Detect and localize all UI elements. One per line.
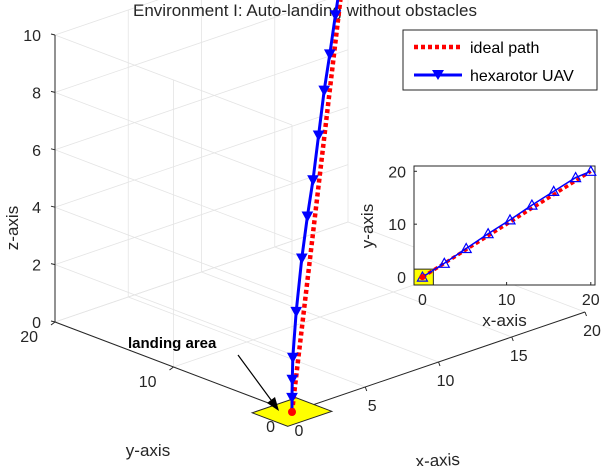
inset-y-tick-label-0: 0 <box>397 270 406 287</box>
inset-x-axis-label: x-axis <box>482 311 526 330</box>
uav-marker-7 <box>307 175 319 187</box>
z-tick-mark-2 <box>50 205 56 208</box>
backwall-grid-z-3 <box>54 49 349 151</box>
sidewall-grid-z-4 <box>54 92 293 183</box>
z-tick-mark-5 <box>50 33 56 36</box>
sidewall-grid-z-5 <box>54 34 293 126</box>
x-tick-label-0: 0 <box>295 423 304 440</box>
x-tick-label-3: 15 <box>510 348 528 365</box>
inset-y-tick-label-1: 10 <box>388 217 406 234</box>
backwall-grid-z-5 <box>54 0 159 36</box>
inset-uav-marker-7 <box>569 171 582 183</box>
legend-ideal-path-label: ideal path <box>470 40 539 57</box>
inset-uav-marker-2 <box>460 242 473 254</box>
x-tick-mark-4 <box>584 311 587 317</box>
sidewall-grid-z-2 <box>54 206 293 298</box>
legend-box <box>402 29 598 91</box>
uav-marker-2 <box>286 374 299 386</box>
backwall-grid-z-0 <box>54 221 349 323</box>
sidewall-grid-z-3 <box>54 149 293 241</box>
landing-area-arrowhead <box>267 397 279 411</box>
x-tick-label-2: 10 <box>437 373 455 390</box>
inset-y-tick-label-2: 20 <box>388 164 406 181</box>
z-tick-mark-1 <box>50 263 56 266</box>
uav-marker-8 <box>312 130 325 142</box>
z-tick-label-3: 6 <box>32 143 41 160</box>
x-tick-label-1: 5 <box>368 398 377 415</box>
uav-marker-10 <box>323 49 336 61</box>
chart-title: Environment I: Auto-landing without obst… <box>133 1 477 20</box>
y-tick-label-1: 10 <box>139 374 157 391</box>
legend-uav-swatch-marker <box>432 70 444 80</box>
z-tick-label-4: 8 <box>32 85 41 102</box>
inset-uav-marker-6 <box>547 185 560 196</box>
x-tick-mark-2 <box>438 361 441 367</box>
landing-area-label: landing area <box>128 335 217 352</box>
inset-uav-line <box>422 170 592 278</box>
y-axis-label: y-axis <box>126 441 170 460</box>
inset-axes: 0 10 20 0 10 20 x-axis y-axis <box>358 164 600 330</box>
backwall-grid-z-4 <box>54 0 327 93</box>
uav-marker-11 <box>329 10 342 22</box>
z-tick-mark-4 <box>50 90 56 93</box>
x-tick-label-4: 20 <box>583 323 601 340</box>
inset-x-tick-label-0: 0 <box>418 292 427 309</box>
inset-x-tick-label-1: 10 <box>498 292 516 309</box>
uav-marker-5 <box>295 253 308 265</box>
backwall-grid-z-2 <box>54 106 349 208</box>
inset-uav-marker-1 <box>438 257 451 268</box>
inset-uav-marker-5 <box>525 198 538 210</box>
x-axis-label: x-axis <box>415 450 460 466</box>
backwall-grid-z-1 <box>54 164 349 265</box>
uav-marker-4 <box>290 306 303 318</box>
z-tick-label-1: 2 <box>32 258 41 275</box>
inset-start-point <box>419 274 426 281</box>
y-tick-label-2: 20 <box>20 329 38 346</box>
inset-uav-marker-8 <box>584 165 597 176</box>
uav-marker-6 <box>301 211 314 223</box>
y-tick-mark-1 <box>169 366 174 371</box>
inset-x-tick-label-2: 20 <box>582 292 600 309</box>
z-tick-label-0: 0 <box>32 315 41 332</box>
uav-marker-3 <box>286 352 299 364</box>
ideal-path-endpoint <box>288 408 296 416</box>
z-tick-mark-0 <box>50 320 56 323</box>
z-tick-label-5: 10 <box>23 28 41 45</box>
inset-y-axis-label: y-axis <box>358 204 377 248</box>
y-tick-mark-2 <box>50 321 56 326</box>
uav-marker-9 <box>318 85 331 97</box>
landing-area-arrow-line <box>237 354 275 405</box>
z-tick-label-2: 4 <box>32 200 41 217</box>
legend: ideal path hexarotor UAV <box>402 29 598 91</box>
inset-uav-marker-4 <box>503 213 517 225</box>
uav-marker-1 <box>286 392 298 404</box>
inset-uav-marker-3 <box>482 227 495 239</box>
sidewall-grid-z-1 <box>54 264 293 355</box>
x-tick-mark-3 <box>511 336 514 342</box>
y-tick-label-0: 0 <box>266 419 275 436</box>
x-tick-mark-1 <box>364 386 368 392</box>
z-tick-mark-3 <box>50 148 56 151</box>
legend-uav-label: hexarotor UAV <box>470 68 574 85</box>
z-axis-label: z-axis <box>3 206 22 250</box>
